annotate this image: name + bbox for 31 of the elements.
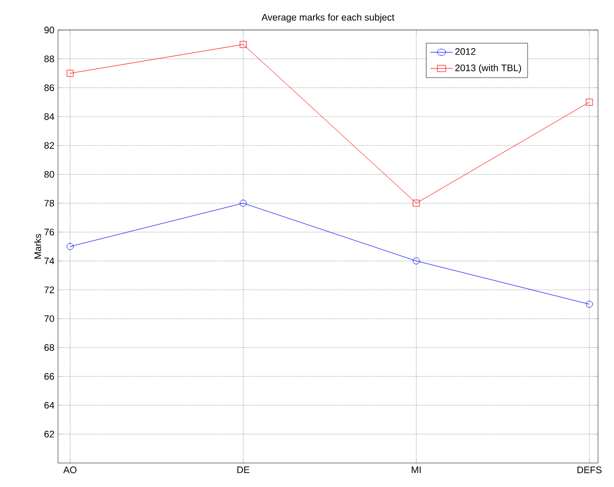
y-tick-label: 78 <box>44 200 54 207</box>
point <box>586 300 593 308</box>
x-tick-label: DE <box>237 466 250 474</box>
y-tick-label: 84 <box>44 113 54 120</box>
chart-title: Average marks for each subject <box>262 14 394 22</box>
y-tick-label: 68 <box>44 344 54 351</box>
y-tick-label: 72 <box>44 286 54 294</box>
y-tick-label: 90 <box>44 26 54 34</box>
y-tick-label: 66 <box>44 373 54 380</box>
y-tick-label: 88 <box>44 56 54 62</box>
y-tick-label: 70 <box>44 315 54 322</box>
x-tick-label: AO <box>63 466 76 474</box>
y-tick-label: 74 <box>44 258 54 264</box>
y-tick-label: 62 <box>44 430 54 438</box>
y-tick-label: 64 <box>44 402 54 409</box>
point <box>66 70 74 77</box>
point <box>412 200 420 207</box>
point <box>586 98 593 106</box>
y-tick-label: 86 <box>44 84 54 92</box>
x-tick-label: DEFS <box>578 466 602 474</box>
point <box>66 243 74 250</box>
x-tick-label: MI <box>412 466 421 474</box>
point <box>240 200 247 207</box>
y-axis-title: Marks <box>34 234 42 259</box>
point <box>240 40 247 48</box>
point <box>412 257 420 264</box>
y-tick-label: 76 <box>44 228 54 236</box>
legend-label: 2013 (with TBL) <box>455 64 522 74</box>
legend-label: 2012 <box>455 48 476 55</box>
y-tick-label: 82 <box>44 142 54 149</box>
y-tick-label: 80 <box>44 170 54 178</box>
